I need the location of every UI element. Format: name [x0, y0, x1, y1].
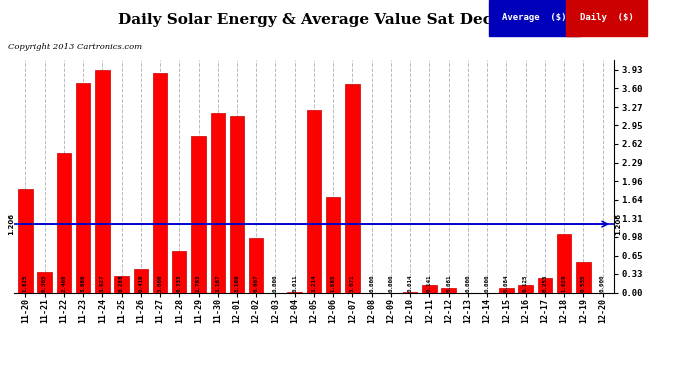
Text: 0.967: 0.967: [254, 274, 259, 292]
Text: 0.000: 0.000: [388, 274, 393, 292]
Text: 3.214: 3.214: [311, 274, 317, 292]
Text: 0.141: 0.141: [427, 274, 432, 292]
Bar: [518, 285, 533, 292]
Bar: [210, 113, 225, 292]
Bar: [152, 73, 167, 292]
Text: 2.468: 2.468: [61, 274, 66, 292]
Bar: [576, 262, 591, 292]
Bar: [249, 238, 264, 292]
Text: Daily  ($): Daily ($): [580, 13, 633, 22]
Text: Copyright 2013 Cartronics.com: Copyright 2013 Cartronics.com: [8, 43, 142, 51]
Text: 3.927: 3.927: [100, 274, 105, 292]
Bar: [172, 251, 186, 292]
Bar: [95, 70, 110, 292]
Text: 0.000: 0.000: [600, 274, 605, 292]
Text: 1.206: 1.206: [615, 213, 621, 235]
Text: 0.535: 0.535: [581, 274, 586, 292]
Bar: [115, 276, 129, 292]
Text: 0.011: 0.011: [292, 274, 297, 292]
Bar: [191, 136, 206, 292]
Text: 0.014: 0.014: [408, 274, 413, 292]
Bar: [134, 269, 148, 292]
Text: 0.288: 0.288: [119, 274, 124, 292]
Bar: [538, 278, 552, 292]
Text: 2.763: 2.763: [196, 274, 201, 292]
Bar: [307, 110, 321, 292]
Bar: [499, 288, 513, 292]
Text: 0.000: 0.000: [465, 274, 471, 292]
Text: 3.109: 3.109: [235, 274, 239, 292]
Text: Daily Solar Energy & Average Value Sat Dec 21 07:38: Daily Solar Energy & Average Value Sat D…: [118, 13, 572, 27]
Bar: [230, 116, 244, 292]
Text: 1.029: 1.029: [562, 274, 566, 292]
Text: 0.125: 0.125: [523, 274, 528, 292]
Bar: [57, 153, 71, 292]
Bar: [326, 197, 340, 292]
Bar: [37, 272, 52, 292]
Text: 3.671: 3.671: [350, 274, 355, 292]
Text: 0.081: 0.081: [446, 274, 451, 292]
Bar: [18, 189, 32, 292]
Text: 1.825: 1.825: [23, 274, 28, 292]
Text: 1.685: 1.685: [331, 274, 336, 292]
Text: 0.733: 0.733: [177, 274, 181, 292]
Bar: [442, 288, 456, 292]
Text: 3.167: 3.167: [215, 274, 220, 292]
Text: 3.686: 3.686: [81, 274, 86, 292]
Text: 1.206: 1.206: [8, 213, 14, 235]
Text: 0.410: 0.410: [138, 274, 144, 292]
Bar: [422, 285, 437, 292]
Text: 0.000: 0.000: [369, 274, 374, 292]
Bar: [76, 84, 90, 292]
Text: 0.000: 0.000: [273, 274, 278, 292]
Bar: [557, 234, 571, 292]
Text: 0.365: 0.365: [42, 274, 47, 292]
Text: 0.000: 0.000: [484, 274, 490, 292]
Text: 0.084: 0.084: [504, 274, 509, 292]
Text: 3.866: 3.866: [157, 274, 163, 292]
Bar: [345, 84, 359, 292]
Text: Average  ($): Average ($): [502, 13, 566, 22]
Text: 0.253: 0.253: [542, 274, 547, 292]
